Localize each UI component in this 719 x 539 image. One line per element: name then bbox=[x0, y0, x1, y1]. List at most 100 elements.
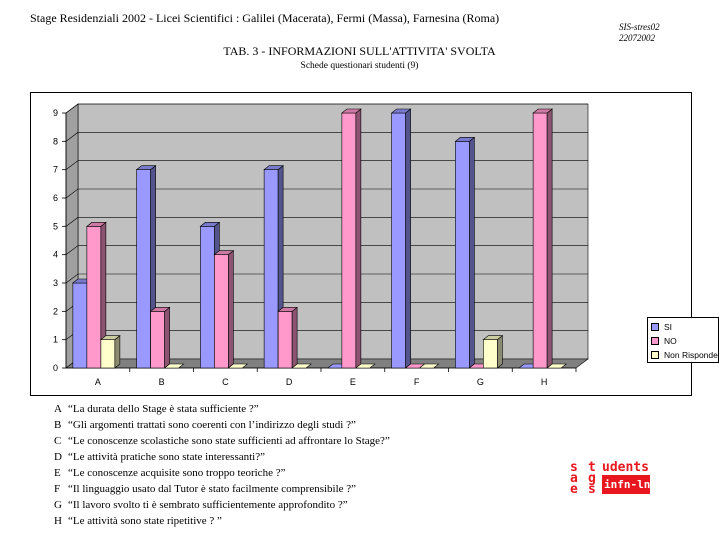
question-legend: A “La durata dello Stage è stata sufficie… bbox=[54, 401, 390, 529]
bar-top bbox=[454, 137, 476, 142]
y-tick-label: 0 bbox=[53, 363, 58, 373]
gridline bbox=[65, 217, 588, 227]
bar-non-risponde-zero bbox=[227, 363, 249, 369]
chart-subtitle: Schede questionari studenti (9) bbox=[300, 61, 419, 71]
legend-label: Non Risponde bbox=[664, 350, 718, 360]
bar-top bbox=[482, 335, 504, 340]
x-tick-label: H bbox=[541, 377, 548, 387]
document-code-line-2: 22072002 bbox=[619, 33, 655, 43]
question-letter: H bbox=[54, 515, 62, 527]
chart-title: TAB. 3 - INFORMAZIONI SULL'ATTIVITA' SVO… bbox=[223, 44, 496, 58]
question-text: “Il lavoro svolto ti è sembrato sufficie… bbox=[68, 499, 348, 511]
bar-side bbox=[546, 108, 553, 369]
x-tick-label: B bbox=[159, 377, 165, 387]
bar-top bbox=[341, 108, 362, 114]
question-item: E “Le conoscenze acquisite sono troppo te… bbox=[54, 465, 390, 481]
y-tick-label: 2 bbox=[53, 306, 58, 316]
logo-letter: s bbox=[570, 460, 578, 475]
legend-swatch bbox=[651, 337, 659, 345]
bar-no bbox=[150, 311, 165, 369]
bar-non-risponde-zero bbox=[355, 363, 376, 369]
question-item: G “Il lavoro svolto ti è sembrato suffici… bbox=[54, 497, 390, 513]
y-tick-label: 8 bbox=[53, 136, 58, 146]
bar-side bbox=[164, 306, 170, 369]
logo-infn-band: infn-lnf bbox=[602, 475, 657, 494]
logo-letter: t bbox=[588, 460, 596, 475]
bar-no bbox=[532, 112, 548, 369]
bar-si bbox=[200, 226, 215, 369]
question-text: “La durata dello Stage è stata sufficien… bbox=[68, 403, 259, 415]
question-item: D “Le attività pratiche sono state intere… bbox=[54, 449, 390, 465]
bar-non-risponde bbox=[483, 339, 498, 369]
bar-side bbox=[228, 250, 234, 369]
question-text: “Le conoscenze acquisite sono troppo teo… bbox=[68, 467, 286, 479]
bar-non-risponde-zero bbox=[546, 363, 567, 369]
gridline bbox=[65, 245, 588, 255]
bar-side bbox=[497, 335, 503, 369]
gridline bbox=[65, 132, 588, 142]
bar-top bbox=[277, 307, 298, 312]
bar-si bbox=[391, 112, 406, 369]
question-letter: D bbox=[54, 451, 62, 463]
question-item: A “La durata dello Stage è stata sufficie… bbox=[54, 401, 390, 417]
legend-item: NO bbox=[651, 334, 718, 348]
bar-top bbox=[532, 108, 553, 114]
gridline bbox=[65, 188, 588, 199]
legend-label: NO bbox=[664, 336, 677, 346]
gridline bbox=[65, 103, 588, 114]
bar-non-risponde-zero bbox=[291, 363, 312, 369]
bar-non-risponde-zero bbox=[418, 363, 440, 369]
question-text: “Le conoscenze scolastiche sono state su… bbox=[68, 435, 390, 447]
page-header-title: Stage Residenziali 2002 - Licei Scientif… bbox=[30, 11, 500, 25]
logo-udents-text: udents bbox=[602, 460, 649, 475]
question-text: “Le attività sono state ripetitive ? ” bbox=[68, 515, 222, 527]
bar-side bbox=[469, 136, 475, 369]
bar-top bbox=[135, 165, 157, 170]
document-code: SIS-stres02 22072002 bbox=[619, 22, 660, 44]
x-tick-label: G bbox=[477, 377, 484, 387]
question-letter: F bbox=[54, 483, 61, 495]
x-tick-label: E bbox=[350, 377, 356, 387]
logo-letter: a bbox=[570, 471, 578, 486]
chart-legend: SI NO Non Risponde bbox=[647, 317, 719, 363]
logo-letter: g bbox=[588, 471, 596, 486]
bar-si bbox=[72, 282, 88, 369]
question-letter: A bbox=[54, 403, 62, 415]
y-tick-label: 9 bbox=[53, 108, 58, 118]
y-tick-label: 1 bbox=[53, 335, 58, 345]
bar-top bbox=[149, 307, 171, 312]
bar-si bbox=[136, 169, 151, 369]
stages-logo: s t a g e s udents infn-lnf bbox=[568, 460, 684, 498]
bar-non-risponde-zero bbox=[163, 363, 185, 369]
question-text: “Il linguaggio usato dal Tutor è stato f… bbox=[68, 483, 357, 495]
question-text: “Le attività pratiche sono state interes… bbox=[68, 451, 266, 463]
bar-top bbox=[86, 222, 107, 227]
document-code-line-1: SIS-stres02 bbox=[619, 22, 660, 32]
bar-no bbox=[214, 254, 229, 369]
y-tick-label: 7 bbox=[53, 165, 58, 175]
question-letter: E bbox=[54, 467, 61, 479]
x-tick-label: A bbox=[95, 377, 101, 387]
gridline bbox=[65, 160, 588, 170]
x-tick-label: F bbox=[414, 377, 420, 387]
bar-si bbox=[263, 169, 279, 369]
bar-side bbox=[405, 108, 411, 369]
question-item: H “Le attività sono state ripetitive ? ” bbox=[54, 513, 390, 529]
question-item: C “Le conoscenze scolastiche sono state s… bbox=[54, 433, 390, 449]
bar-si bbox=[455, 141, 470, 369]
question-item: B “Gli argomenti trattati sono coerenti c… bbox=[54, 417, 390, 433]
bar-top bbox=[199, 222, 221, 227]
legend-item: Non Risponde bbox=[651, 348, 718, 362]
y-tick-label: 4 bbox=[53, 250, 58, 260]
logo-letter: s bbox=[588, 482, 596, 497]
question-letter: G bbox=[54, 499, 62, 511]
y-tick-label: 6 bbox=[53, 193, 58, 203]
chart-frame: 0 1 2 3 4 5 6 7 8 9 A B C D E F G H SI NO Non Risponde bbox=[30, 92, 719, 396]
y-tick-label: 3 bbox=[53, 278, 58, 288]
x-tick-label: C bbox=[222, 377, 229, 387]
bar-no bbox=[341, 112, 357, 369]
question-item: F “Il linguaggio usato dal Tutor è stato … bbox=[54, 481, 390, 497]
legend-item: SI bbox=[651, 320, 718, 334]
bar-side bbox=[114, 335, 121, 369]
question-letter: C bbox=[54, 435, 62, 447]
